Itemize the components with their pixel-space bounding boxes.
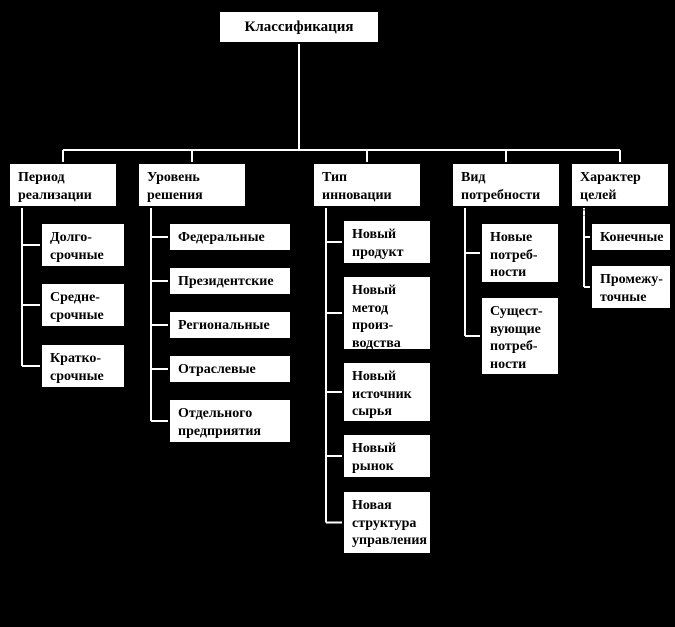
category-label: Тип инновации: [322, 169, 412, 204]
item-period-1: Средне- срочные: [40, 282, 126, 328]
item-label: Новый метод произ- водства: [352, 282, 422, 352]
item-innovation-1: Новый метод произ- водства: [342, 275, 432, 351]
root-label: Классификация: [244, 18, 353, 37]
item-label: Конечные: [600, 229, 664, 247]
item-innovation-2: Новый источник сырья: [342, 361, 432, 423]
item-label: Долго- срочные: [50, 229, 104, 264]
item-level-1: Президентские: [168, 266, 292, 296]
item-label: Сущест- вующие потреб- ности: [490, 303, 550, 373]
item-label: Отдельного предприятия: [178, 405, 282, 440]
item-innovation-0: Новый продукт: [342, 219, 432, 265]
category-label: Вид потребности: [461, 169, 551, 204]
item-label: Новый рынок: [352, 440, 422, 475]
item-label: Новый продукт: [352, 226, 422, 261]
item-label: Региональные: [178, 317, 270, 335]
item-level-3: Отраслевые: [168, 354, 292, 384]
item-period-2: Кратко- срочные: [40, 343, 126, 389]
category-label: Характер целей проекта: [580, 169, 660, 222]
item-label: Средне- срочные: [50, 289, 104, 324]
item-need-1: Сущест- вующие потреб- ности: [480, 296, 560, 376]
category-need: Вид потребности: [451, 162, 561, 208]
item-goals-1: Промежу- точные: [590, 264, 672, 310]
item-label: Отраслевые: [178, 361, 256, 379]
item-innovation-3: Новый рынок: [342, 433, 432, 479]
item-need-0: Новые потреб- ности: [480, 222, 560, 284]
item-label: Промежу- точные: [600, 271, 663, 306]
item-innovation-4: Новая структура управления: [342, 490, 432, 555]
item-period-0: Долго- срочные: [40, 222, 126, 268]
item-label: Кратко- срочные: [50, 350, 104, 385]
item-level-4: Отдельного предприятия: [168, 398, 292, 444]
item-level-2: Региональные: [168, 310, 292, 340]
item-label: Новый источник сырья: [352, 368, 422, 421]
category-period: Период реализации: [8, 162, 118, 208]
root-box: Классификация: [218, 10, 380, 44]
item-label: Федеральные: [178, 229, 265, 247]
category-innovation: Тип инновации: [312, 162, 422, 208]
item-goals-0: Конечные: [590, 222, 672, 252]
item-level-0: Федеральные: [168, 222, 292, 252]
item-label: Новые потреб- ности: [490, 229, 550, 282]
item-label: Новая структура управления: [352, 497, 427, 550]
item-label: Президентские: [178, 273, 274, 291]
category-goals: Характер целей проекта: [570, 162, 670, 208]
category-label: Период реализации: [18, 169, 108, 204]
category-label: Уровень решения: [147, 169, 237, 204]
category-level: Уровень решения: [137, 162, 247, 208]
